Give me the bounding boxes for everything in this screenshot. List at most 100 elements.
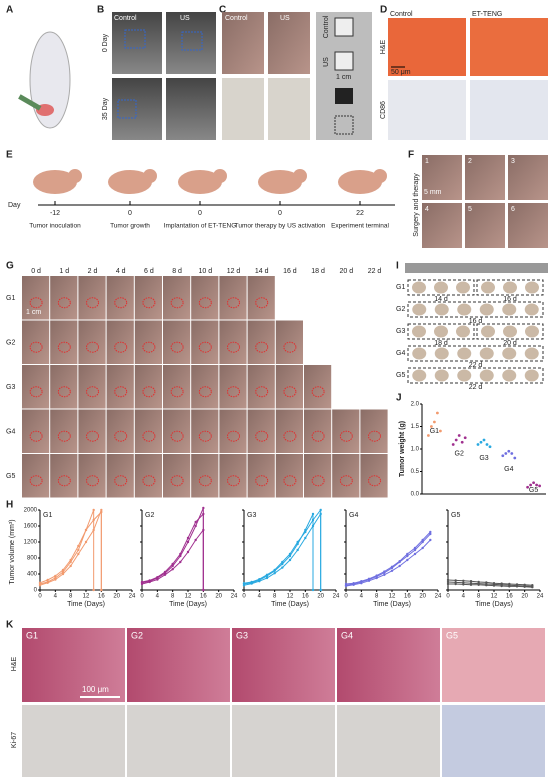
photo [22,320,50,364]
photo [78,320,106,364]
tumor-outline [311,430,325,442]
point [476,443,480,446]
point [535,483,538,487]
x-tick-label: 8 [375,594,379,600]
col-label: Control [114,15,137,22]
point [429,530,432,534]
photo [134,409,162,453]
photo [134,320,162,364]
photo-number: 3 [511,158,515,165]
point [439,429,442,433]
point [451,443,455,446]
group-box [476,323,544,340]
x-tick-label: 4 [156,594,160,600]
point [508,585,511,588]
mouse [33,170,77,194]
photo [22,454,50,498]
line [141,512,204,590]
group-label: G2 [455,450,464,457]
day-label: 14 d [255,268,269,275]
point [413,546,417,550]
point [273,572,276,575]
point [61,570,65,574]
point [171,564,174,568]
panel-letter: K [6,620,14,631]
tumor [434,281,448,294]
group-box [407,367,544,384]
tumor [503,325,517,338]
col-label: Control [390,11,413,18]
photo [22,409,50,453]
tumor-outline [283,341,297,353]
point [523,585,526,588]
point [202,506,205,510]
group-label: G5 [529,487,538,494]
y-tick-label: 1600 [24,524,38,530]
mouse-head [373,169,387,183]
point [463,436,467,440]
line [243,508,322,590]
point [288,558,292,562]
panel-letter: A [6,5,13,16]
mouse [338,170,382,194]
group-label: G1 [396,284,405,291]
chart-title: G5 [451,512,460,519]
point [311,588,315,592]
histology [22,705,125,777]
side-label: US [323,57,330,67]
group-label: G4 [341,630,353,640]
x-tick-label: 12 [185,594,192,600]
tumor-outline [114,341,128,353]
sample [334,115,354,135]
panel-a: A [6,5,71,129]
day-label: 2 d [88,268,98,275]
photo [163,409,191,453]
y-tick-label: 1.5 [411,424,420,430]
tumor-outline [114,386,128,398]
photo [465,155,505,200]
tumor-outline [198,430,212,442]
group-label: G3 [396,328,405,335]
point [38,581,42,584]
side-label: Surgery and therapy [413,173,420,237]
point [202,512,205,516]
photo [247,365,275,409]
point [311,518,315,522]
day-tick: 0 [278,210,282,217]
tumor-outline [57,475,71,487]
panel-h: H Tumor volume (mm³) G104008001200160020… [6,500,544,608]
row-label: 35 Day [102,97,109,120]
sample [334,17,354,37]
photo [134,276,162,320]
ruler [405,263,548,273]
tumor [457,369,472,382]
panel-b: B 0 Day 35 Day Control US [97,5,216,140]
x-tick-label: 20 [215,594,222,600]
point [421,546,424,550]
point [460,440,464,444]
group-label: G5 [396,372,405,379]
photo [163,276,191,320]
point [485,443,489,446]
panel-f: F Surgery and therapy 1 2 3 4 5 6 5 mm [408,150,548,248]
x-tick-label: 4 [258,594,262,600]
group-box [407,279,475,296]
point [367,579,371,582]
panel-d: D Control ET-TENG H&E CD86 50 μm [380,5,548,140]
tumor-outline [255,430,269,442]
tumor-outline [311,475,325,487]
panel-g: G 0 d 1 d 2 d 4 d 6 d 8 d 10 d 12 d 14 d 16 d 18 d… [6,261,388,498]
point [304,536,307,540]
step-label: Implantation of ET-TENG [164,223,237,230]
photo [106,276,134,320]
point [54,574,57,578]
photo [422,155,462,200]
photo [191,454,219,498]
histology [22,628,125,702]
tumor-outline [114,430,128,442]
point [77,552,80,556]
tumor [456,281,470,294]
tumor-outline [114,475,128,487]
group-label: G1 [26,630,38,640]
tumor [412,325,426,338]
